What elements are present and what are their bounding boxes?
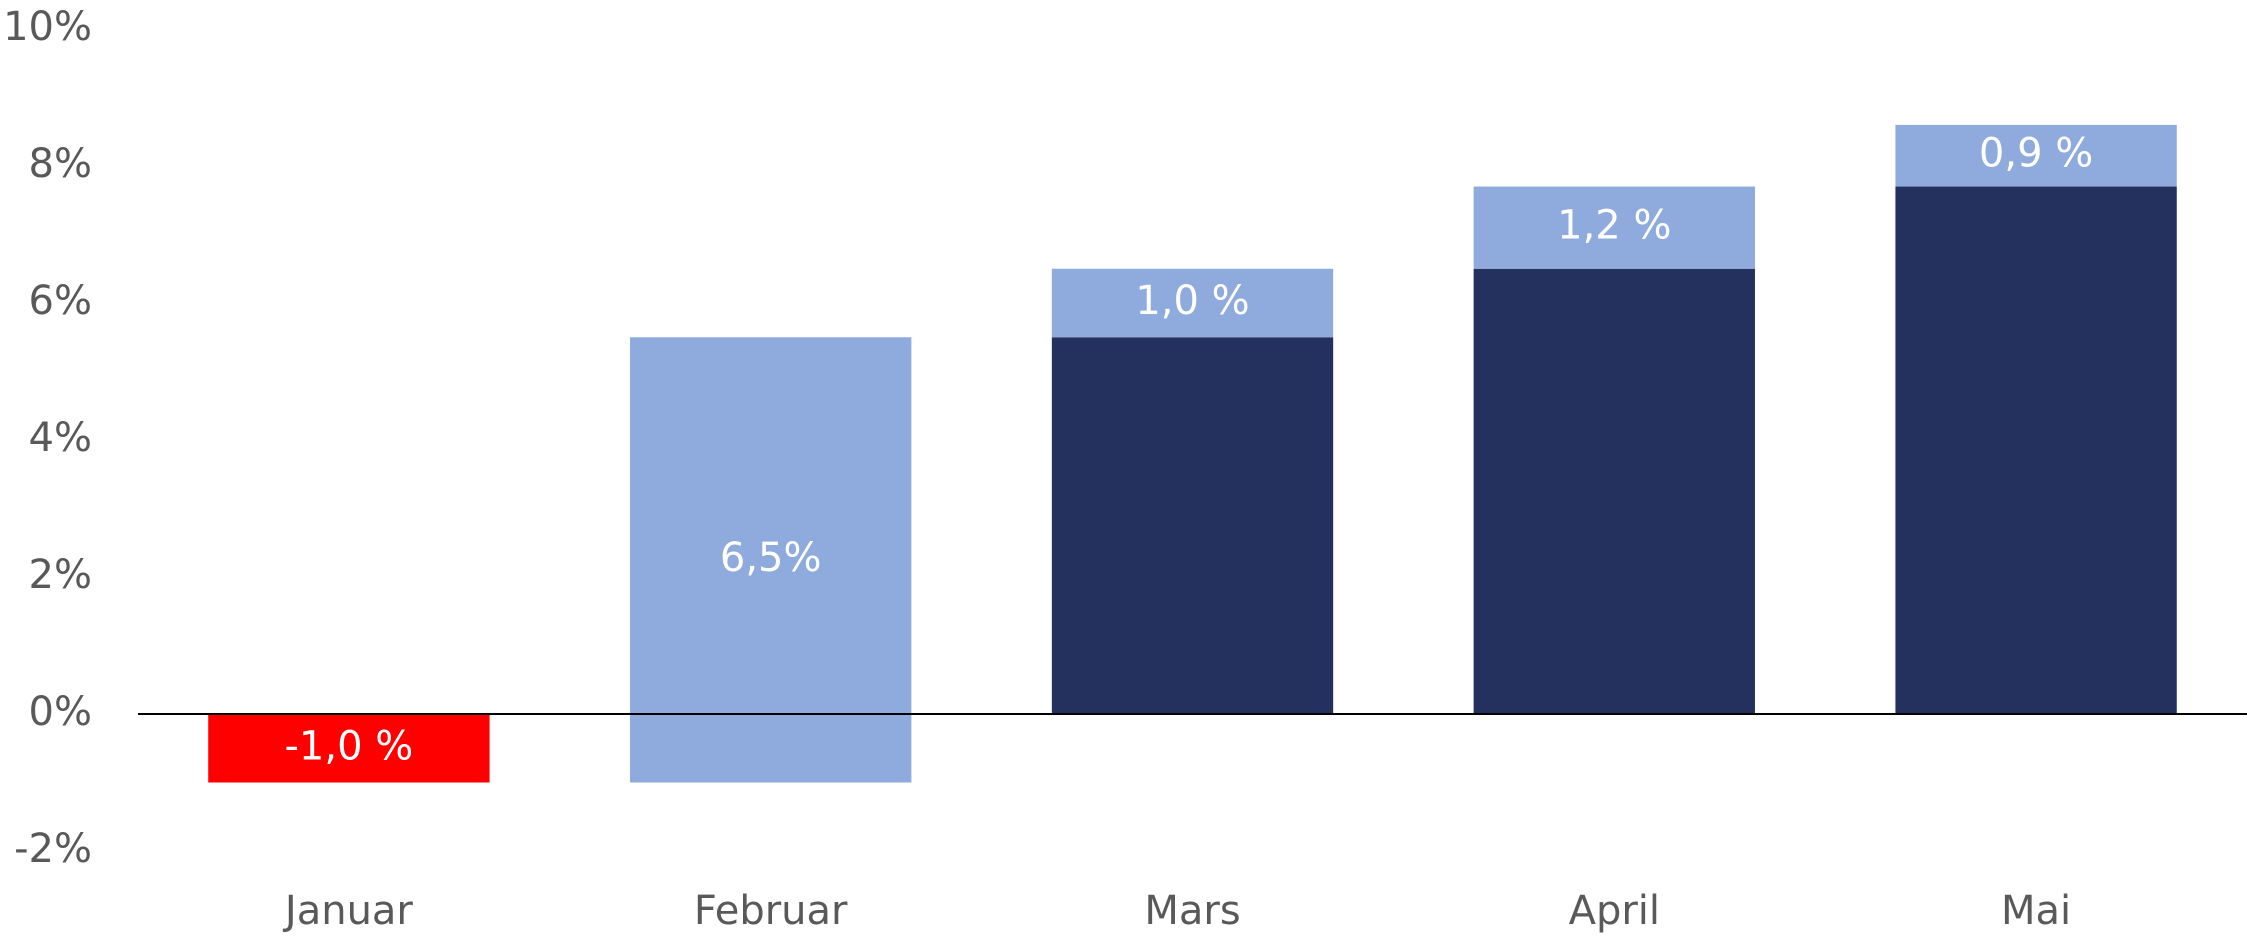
y-tick-label: 0% (29, 689, 92, 735)
change-bar (1895, 124, 2177, 187)
y-tick-label: -2% (14, 826, 92, 872)
total-bar (1051, 337, 1334, 714)
y-tick-label: 6% (29, 278, 92, 324)
y-tick-label: 8% (29, 141, 92, 187)
value-label: 1,0 % (1135, 278, 1249, 324)
value-label: 1,2 % (1557, 203, 1671, 249)
x-tick-label: Mars (1144, 888, 1240, 934)
y-tick-label: 4% (29, 415, 92, 461)
change-bar (630, 337, 912, 783)
change-bar (1051, 268, 1334, 338)
total-bar (1473, 268, 1755, 714)
x-tick-label: April (1569, 888, 1660, 934)
change-bar (208, 714, 490, 783)
value-label: -1,0 % (285, 723, 414, 769)
x-tick-label: Mai (2001, 888, 2071, 934)
change-bar (1473, 186, 1755, 269)
y-tick-label: 2% (29, 552, 92, 598)
value-label: 6,5% (720, 535, 822, 581)
value-label: 0,9 % (1979, 131, 2093, 177)
x-tick-label: Januar (282, 888, 414, 934)
x-tick-label: Februar (694, 888, 848, 934)
total-bar (1895, 186, 2177, 715)
y-tick-label: 10% (3, 4, 92, 50)
